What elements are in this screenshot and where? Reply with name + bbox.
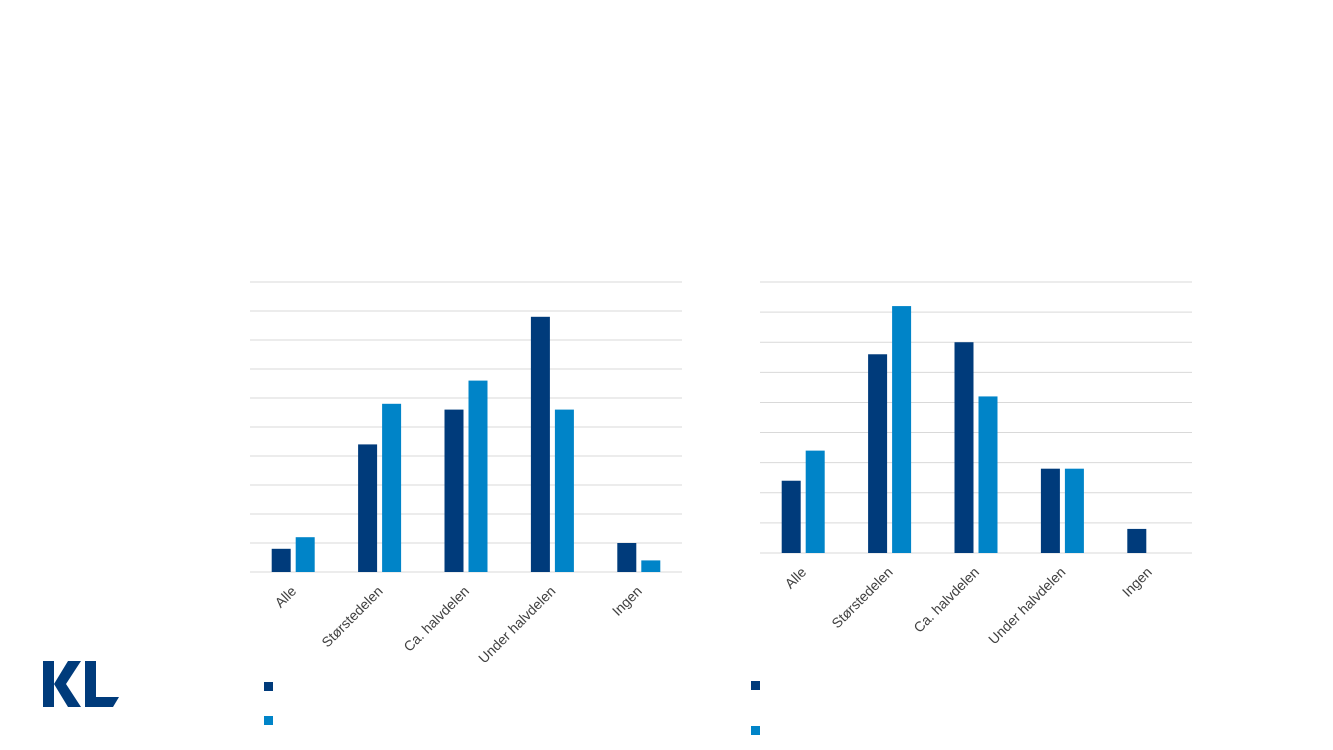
bar-series-1-ingen xyxy=(1127,528,1147,553)
bar-series-1-under-halvdelen xyxy=(530,316,550,572)
bar-series-2-alle xyxy=(295,537,315,572)
chart-left: Alle Størstedelen Ca. halvdelen Under halvd… xyxy=(250,281,682,666)
x-tick-label: Alle xyxy=(271,583,299,611)
legend-swatch-right-series-1 xyxy=(751,681,760,690)
bar-series-1-under-halvdelen xyxy=(1040,468,1060,553)
bar-series-2-ca-halvdelen xyxy=(978,396,998,553)
x-tick-label: Ca. halvdelen xyxy=(910,564,982,636)
legend-swatch-left-series-2 xyxy=(264,716,273,725)
bar-series-2-alle xyxy=(805,450,825,553)
bar-series-1-ingen xyxy=(617,543,637,572)
chart-right: Alle Størstedelen Ca. halvdelen Under halvd… xyxy=(760,281,1192,647)
bar-series-2-ca-halvdelen xyxy=(468,380,488,572)
bar-series-2-under-halvdelen xyxy=(1064,468,1084,553)
x-tick-label: Ingen xyxy=(1119,564,1155,600)
bar-series-1-st-rstedelen xyxy=(358,444,378,572)
bar-series-2-st-rstedelen xyxy=(892,306,912,553)
bar-series-1-st-rstedelen xyxy=(868,354,888,553)
bar-series-2-under-halvdelen xyxy=(554,409,574,572)
bar-series-1-alle xyxy=(781,480,801,553)
bar-series-1-alle xyxy=(271,548,291,572)
bar-series-1-ca-halvdelen xyxy=(954,342,974,553)
kl-logo xyxy=(43,661,119,707)
x-tick-label: Ca. halvdelen xyxy=(400,583,472,655)
x-tick-label: Alle xyxy=(781,564,809,592)
bar-series-2-st-rstedelen xyxy=(382,403,402,572)
kl-logo-mark xyxy=(43,661,119,707)
x-tick-label: Ingen xyxy=(609,583,645,619)
x-tick-label: Under halvdelen xyxy=(985,564,1068,647)
x-tick-label: Størstedelen xyxy=(318,583,385,650)
x-tick-label: Under halvdelen xyxy=(475,583,558,666)
legend-swatch-left-series-1 xyxy=(264,682,273,691)
x-tick-label: Størstedelen xyxy=(828,564,895,631)
bar-series-2-ingen xyxy=(641,560,661,572)
legend-swatch-right-series-2 xyxy=(751,726,760,735)
bar-series-1-ca-halvdelen xyxy=(444,409,464,572)
